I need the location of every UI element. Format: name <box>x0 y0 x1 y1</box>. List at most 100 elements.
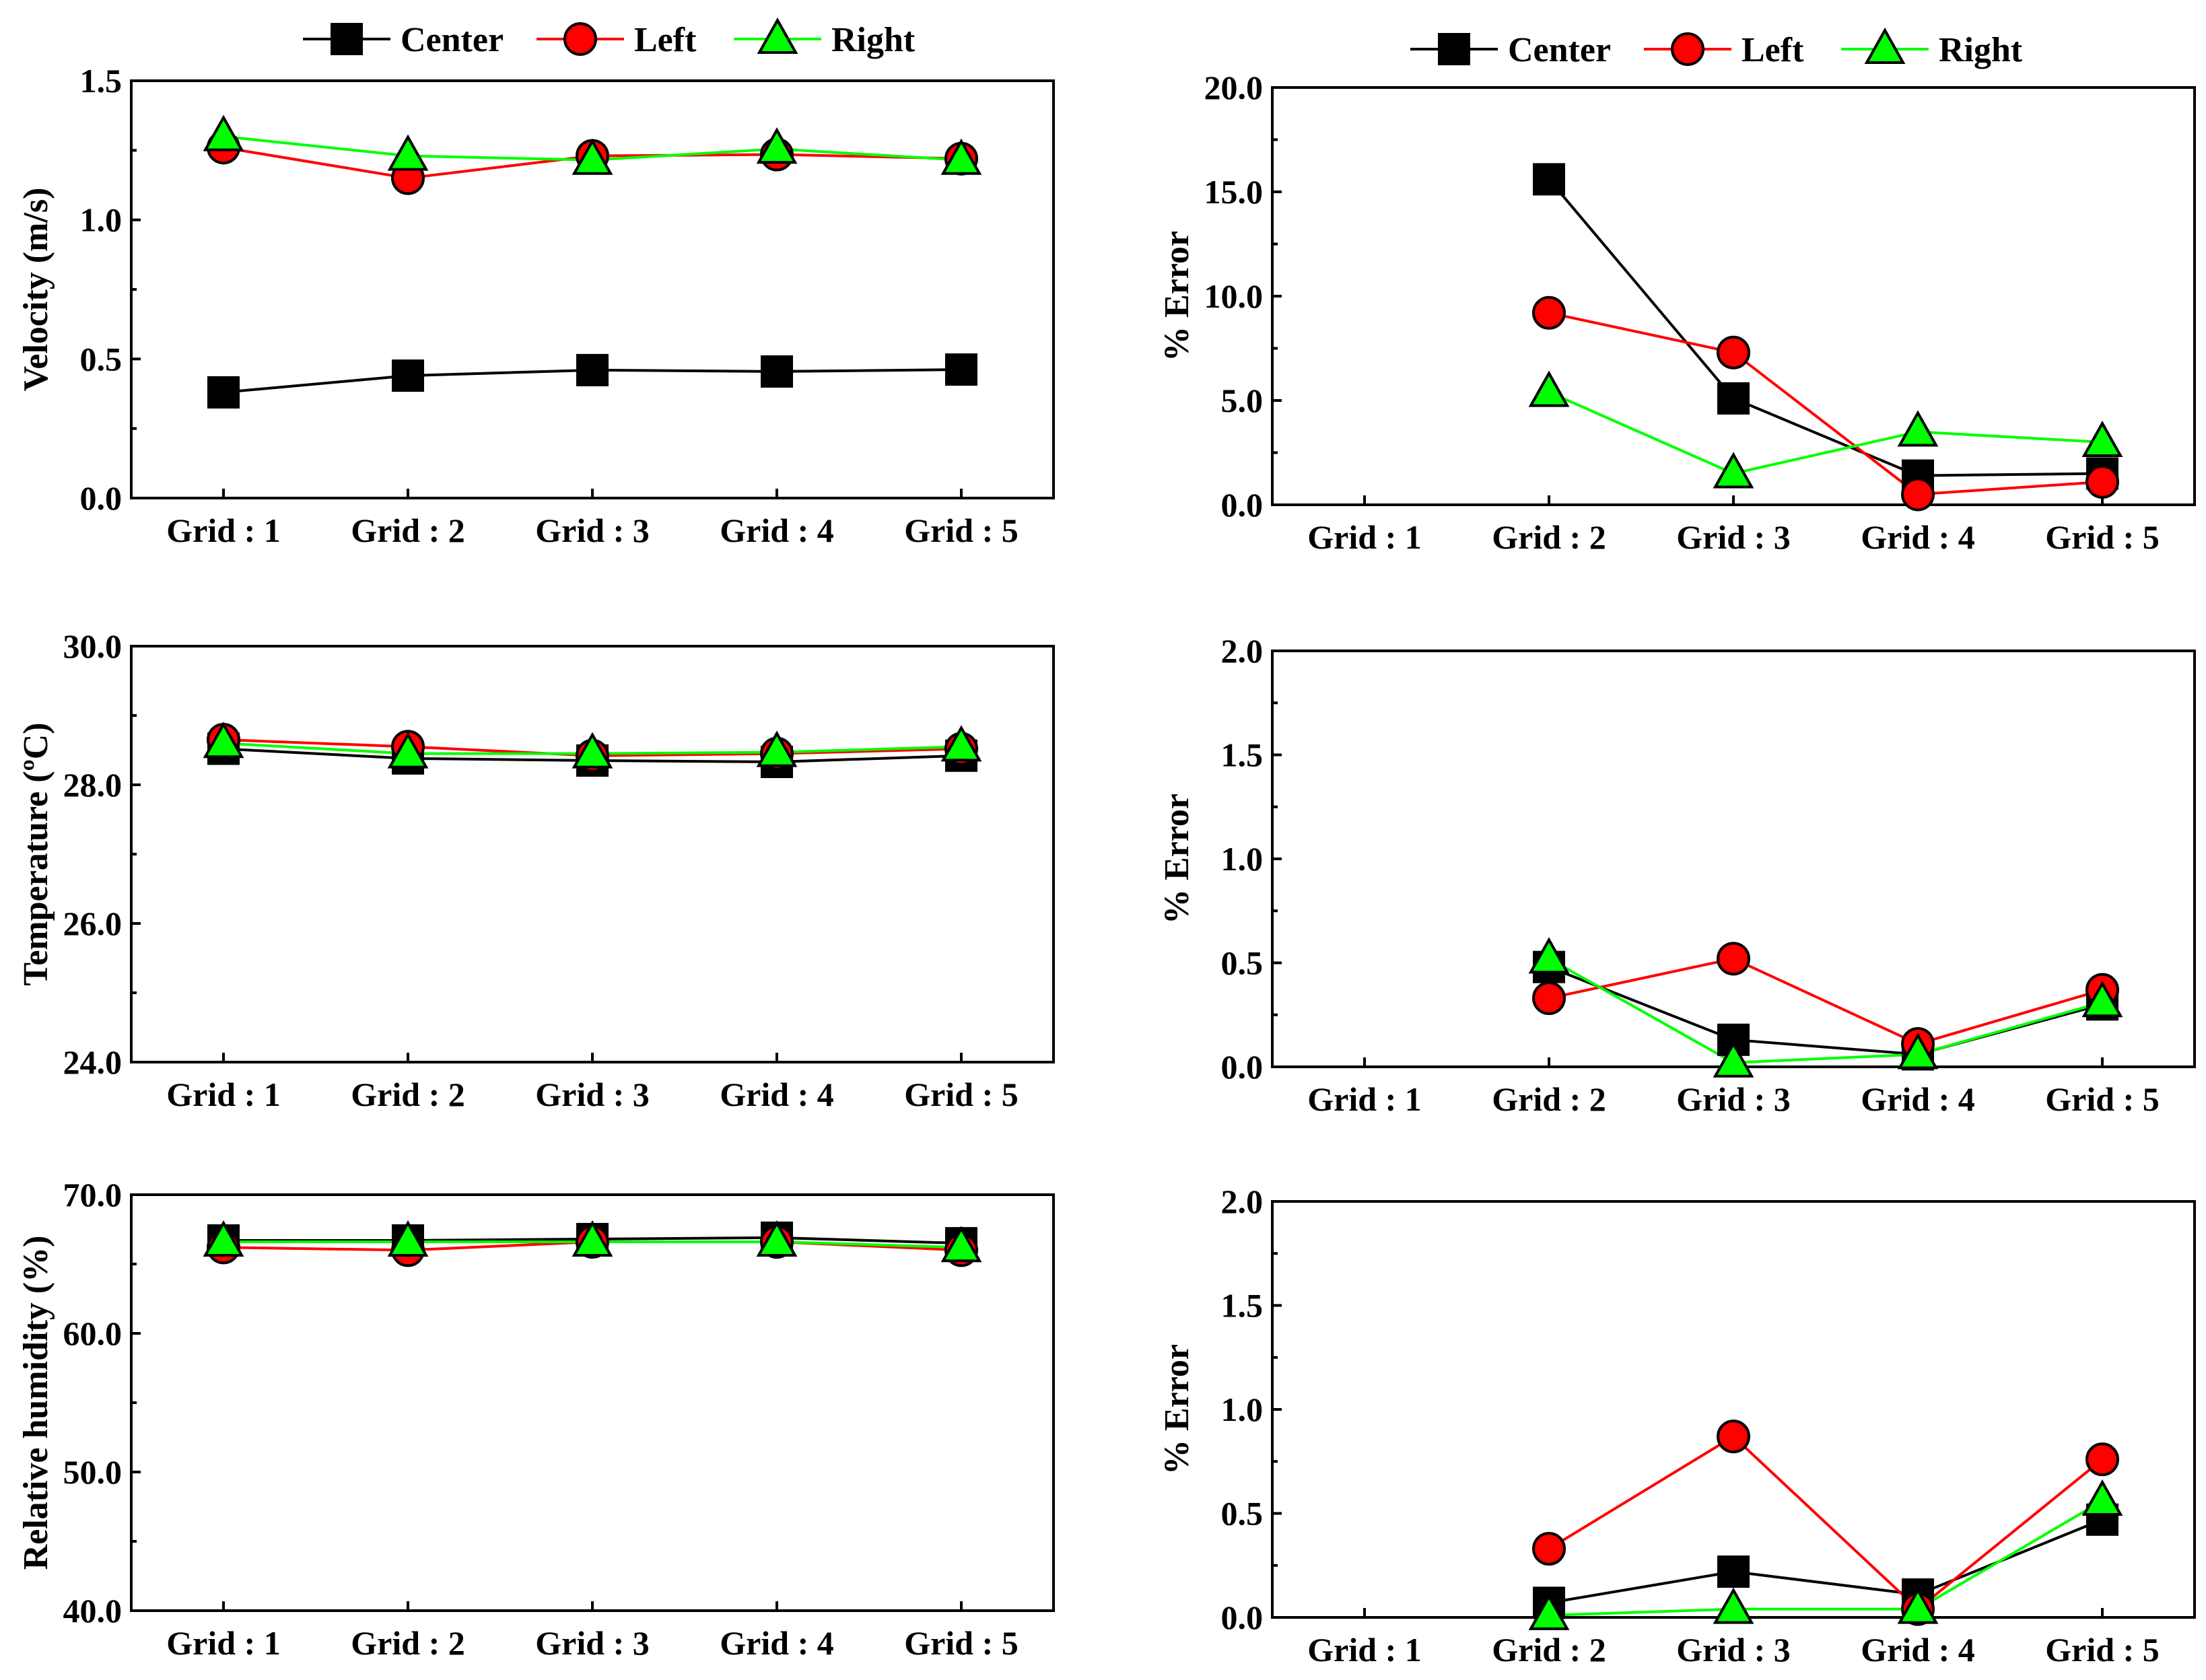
y-tick-label: 2.0 <box>1221 1183 1264 1220</box>
data-point-right <box>387 732 429 769</box>
x-tick-label: Grid : 5 <box>2045 1080 2159 1118</box>
y-tick-label: 0.5 <box>1221 1495 1264 1533</box>
legend-label-center: Center <box>1508 31 1611 69</box>
x-tick-label: Grid : 1 <box>166 1076 280 1113</box>
x-tick-label: Grid : 1 <box>166 512 280 549</box>
chart-temperature-error: 0.0 0.5 1.0 1.5 2.0 Grid : 1 Grid : 2 Grid : 3 G… <box>1158 632 2196 1118</box>
data-point-left <box>1717 942 1750 976</box>
data-point-right <box>940 725 982 762</box>
legend-label-right: Right <box>831 21 916 59</box>
data-point-center <box>1717 382 1750 415</box>
plot-frame <box>1271 86 2196 506</box>
data-point-right <box>203 1220 244 1257</box>
x-tick-label: Grid : 1 <box>1307 518 1421 556</box>
x-tick-label: Grid : 1 <box>1307 1631 1421 1669</box>
data-point-center <box>945 353 977 386</box>
series-line-right <box>1548 957 2103 1064</box>
data-point-left <box>1532 1532 1566 1566</box>
x-tick-label: Grid : 5 <box>904 1076 1018 1113</box>
legend-right: Center Left Right <box>1410 27 2023 69</box>
data-point-right <box>756 730 798 767</box>
legend-marker-right <box>1864 27 1906 64</box>
y-axis-label: % Error <box>1158 1344 1196 1475</box>
chart-humidity-error: 0.0 0.5 1.0 1.5 2.0 Grid : 1 Grid : 2 Grid : 3 G… <box>1158 1183 2196 1669</box>
legend-label-left: Left <box>1742 31 1804 69</box>
data-point-left <box>1532 981 1566 1016</box>
y-tick-label: 0.0 <box>1221 1599 1264 1636</box>
y-tick-label: 30.0 <box>63 627 123 665</box>
x-tick-label: Grid : 4 <box>1861 518 1974 556</box>
x-tick-label: Grid : 5 <box>904 512 1018 549</box>
x-tick-label: Grid : 5 <box>904 1624 1018 1662</box>
data-point-right <box>1713 452 1754 489</box>
x-tick-label: Grid : 1 <box>1307 1080 1421 1118</box>
chart-velocity: 0.0 0.5 1.0 1.5 Grid : 1 Grid : 2 Grid : 3 Grid… <box>17 62 1055 549</box>
legend-marker-center <box>1438 33 1470 65</box>
data-point-right <box>203 114 244 151</box>
chart-temperature: 24.0 26.0 28.0 30.0 Grid : 1 Grid : 2 Grid : 3… <box>17 627 1055 1113</box>
y-tick-label: 26.0 <box>63 905 123 942</box>
series-line-left <box>1548 957 2103 1046</box>
data-point-right <box>1713 1587 1754 1624</box>
legend-marker-right <box>757 17 798 54</box>
data-point-right <box>2081 420 2123 457</box>
data-point-left <box>1532 295 1566 330</box>
x-tick-label: Grid : 4 <box>720 512 833 549</box>
data-point-center <box>1717 1555 1750 1588</box>
series-line-right <box>1548 390 2103 475</box>
y-tick-label: 20.0 <box>1204 69 1264 106</box>
y-tick-label: 50.0 <box>63 1453 123 1491</box>
y-axis-label: Velocity (m/s) <box>17 188 55 392</box>
data-point-right <box>1897 410 1939 447</box>
data-point-center <box>761 355 793 388</box>
x-tick-label: Grid : 2 <box>1492 518 1606 556</box>
legend-marker-left <box>1671 32 1704 66</box>
data-point-right <box>2081 981 2123 1018</box>
x-tick-label: Grid : 4 <box>1861 1080 1974 1118</box>
y-tick-label: 24.0 <box>63 1043 123 1081</box>
data-point-left <box>1717 335 1750 370</box>
legend-label-right: Right <box>1939 31 2023 69</box>
y-tick-label: 28.0 <box>63 766 123 804</box>
y-axis-label: % Error <box>1158 231 1196 361</box>
y-tick-label: 10.0 <box>1204 277 1264 315</box>
x-tick-label: Grid : 4 <box>720 1076 833 1113</box>
data-point-center <box>392 359 424 392</box>
x-tick-label: Grid : 3 <box>535 512 649 549</box>
y-axis-label: Relative humidity (%) <box>17 1236 55 1570</box>
data-point-right <box>572 732 613 769</box>
y-tick-label: 1.0 <box>1221 1391 1264 1428</box>
data-point-right <box>203 722 244 759</box>
x-tick-label: Grid : 2 <box>351 1076 464 1113</box>
data-point-left <box>1901 477 1935 512</box>
legend-label-left: Left <box>634 21 697 59</box>
y-tick-label: 1.5 <box>1221 1287 1264 1325</box>
data-point-right <box>940 1226 982 1263</box>
y-tick-label: 60.0 <box>63 1315 123 1352</box>
series-line-center <box>1548 178 2103 477</box>
legend-marker-center <box>331 23 363 55</box>
series-line-right <box>1548 1500 2104 1617</box>
y-tick-label: 0.0 <box>1221 486 1264 524</box>
y-tick-label: 15.0 <box>1204 173 1264 211</box>
data-point-right <box>1897 1032 1939 1070</box>
x-tick-label: Grid : 2 <box>1492 1080 1606 1118</box>
data-point-right <box>387 1220 429 1257</box>
x-tick-label: Grid : 5 <box>2045 1631 2159 1669</box>
series-line-left <box>1548 1434 2104 1611</box>
x-tick-label: Grid : 3 <box>1676 1631 1790 1669</box>
data-point-right <box>1713 1041 1754 1078</box>
x-tick-label: Grid : 2 <box>351 1624 464 1662</box>
y-tick-label: 40.0 <box>63 1592 123 1630</box>
data-point-left <box>2086 464 2119 499</box>
data-point-right <box>572 1220 613 1257</box>
data-point-right <box>1528 937 1570 974</box>
y-tick-label: 1.5 <box>80 62 123 100</box>
x-tick-label: Grid : 5 <box>2045 518 2159 556</box>
y-axis-label: Temperature (ºC) <box>17 722 55 985</box>
x-tick-label: Grid : 3 <box>1676 1080 1790 1118</box>
legend-marker-left <box>563 22 597 56</box>
legend-label-center: Center <box>401 21 504 59</box>
plot-frame <box>1271 1200 2196 1619</box>
